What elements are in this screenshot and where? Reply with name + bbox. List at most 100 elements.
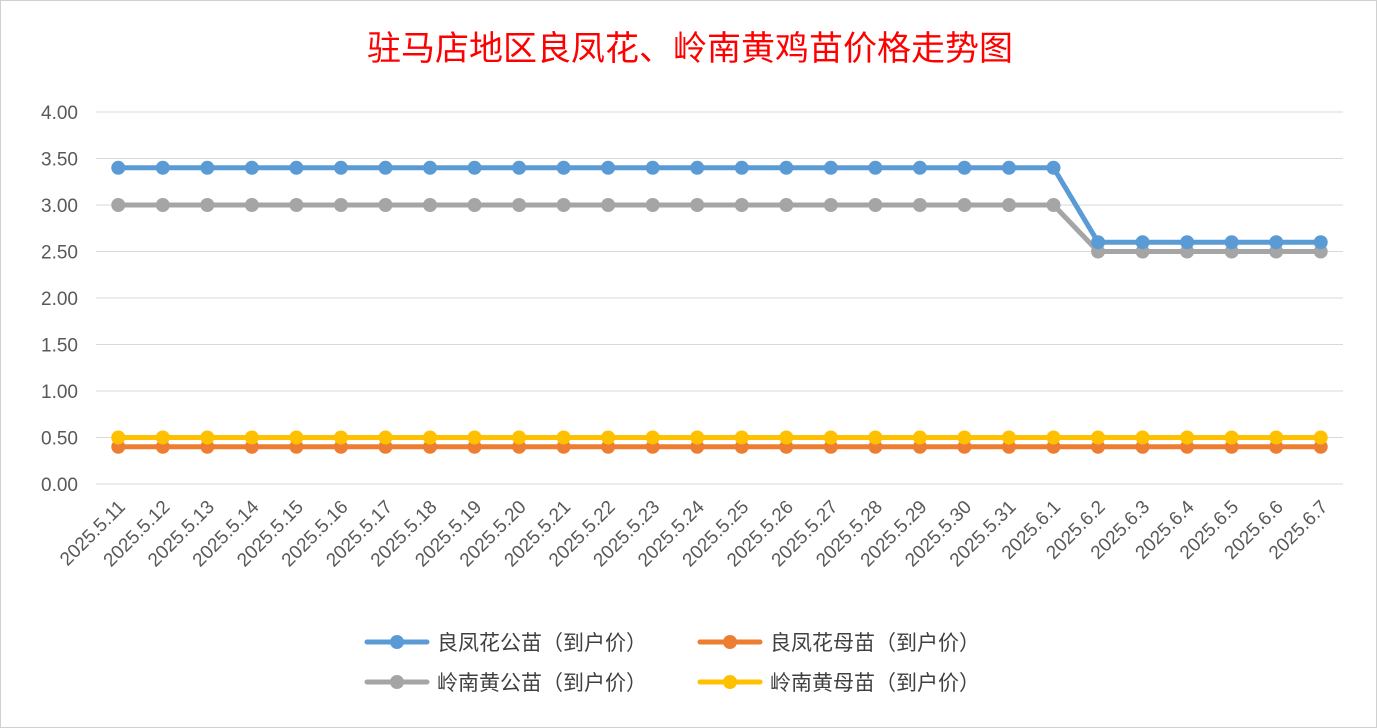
data-point [556,198,571,212]
data-point [512,198,527,212]
y-tick-label: 0.50 [41,429,78,450]
data-point [1269,235,1284,250]
data-point [912,198,927,212]
data-point [556,160,571,175]
data-point [734,198,749,212]
data-point [333,430,348,445]
data-point [1313,235,1328,250]
data-point [823,430,838,445]
data-point [1313,430,1328,445]
data-point [467,430,482,445]
data-point [690,160,705,175]
data-point [957,160,972,175]
data-point [601,160,616,175]
data-point [734,430,749,445]
data-point [378,198,393,212]
data-point [244,198,259,212]
data-point [289,160,304,175]
data-point [467,160,482,175]
y-tick-label: 3.00 [41,196,78,217]
data-point [690,430,705,445]
data-point [200,430,215,445]
data-point [912,160,927,175]
y-tick-label: 1.50 [41,336,78,357]
data-point [244,160,259,175]
series-line [115,165,1324,245]
data-point [645,160,660,175]
data-point [1091,235,1106,250]
data-point [111,198,126,212]
data-point [378,430,393,445]
y-tick-label: 2.00 [41,289,78,310]
series-line [115,202,1324,254]
data-point [645,430,660,445]
y-tick-label: 4.00 [41,103,78,124]
legend-marker [723,635,737,649]
data-point [155,160,170,175]
data-point [1001,160,1016,175]
data-point [1046,160,1061,175]
y-tick-label: 3.50 [41,150,78,171]
data-point [734,160,749,175]
legend-marker [723,675,737,689]
data-point [200,160,215,175]
data-point [1091,430,1106,445]
data-point [823,198,838,212]
legend-item: 良凤花母苗（到户价） [697,631,980,655]
data-point [111,430,126,445]
legend-marker [390,675,404,689]
data-point [1135,430,1150,445]
data-point [378,160,393,175]
chart-title: 驻马店地区良凤花、岭南黄鸡苗价格走势图 [367,29,1013,69]
data-point [957,198,972,212]
data-point [467,198,482,212]
data-point [1180,235,1195,250]
data-point [1269,430,1284,445]
data-point [823,160,838,175]
data-point [1180,430,1195,445]
data-point [601,198,616,212]
data-point [289,198,304,212]
legend-label: 良凤花公苗（到户价） [437,631,647,655]
data-point [601,430,616,445]
data-point [645,198,660,212]
series-lines [111,160,1328,454]
data-point [1046,430,1061,445]
data-point [690,198,705,212]
data-point [779,160,794,175]
data-point [868,160,883,175]
data-point [779,430,794,445]
data-point [423,160,438,175]
data-point [957,430,972,445]
legend-label: 良凤花母苗（到户价） [770,631,980,655]
y-axis-tick-labels: 0.00 0.50 1.00 1.50 2.00 2.50 3.00 3.50 4.00 [41,103,78,496]
data-point [868,198,883,212]
data-point [423,198,438,212]
data-point [244,430,259,445]
legend-marker [390,635,404,649]
data-point [512,430,527,445]
data-point [512,160,527,175]
legend-label: 岭南黄公苗（到户价） [437,671,647,695]
data-point [1224,430,1239,445]
y-tick-label: 0.00 [41,475,78,496]
data-point [155,430,170,445]
data-point [1001,430,1016,445]
data-point [1135,235,1150,250]
data-point [1224,235,1239,250]
legend-item: 良凤花公苗（到户价） [364,631,647,655]
data-point [556,430,571,445]
legend-item: 岭南黄母苗（到户价） [697,671,980,695]
series-1 [111,160,1328,250]
data-point [423,430,438,445]
data-point [200,198,215,212]
data-point [155,198,170,212]
data-point [289,430,304,445]
legend-label: 岭南黄母苗（到户价） [770,671,980,695]
legend-item: 岭南黄公苗（到户价） [364,671,647,695]
data-point [868,430,883,445]
data-point [333,198,348,212]
data-point [779,198,794,212]
